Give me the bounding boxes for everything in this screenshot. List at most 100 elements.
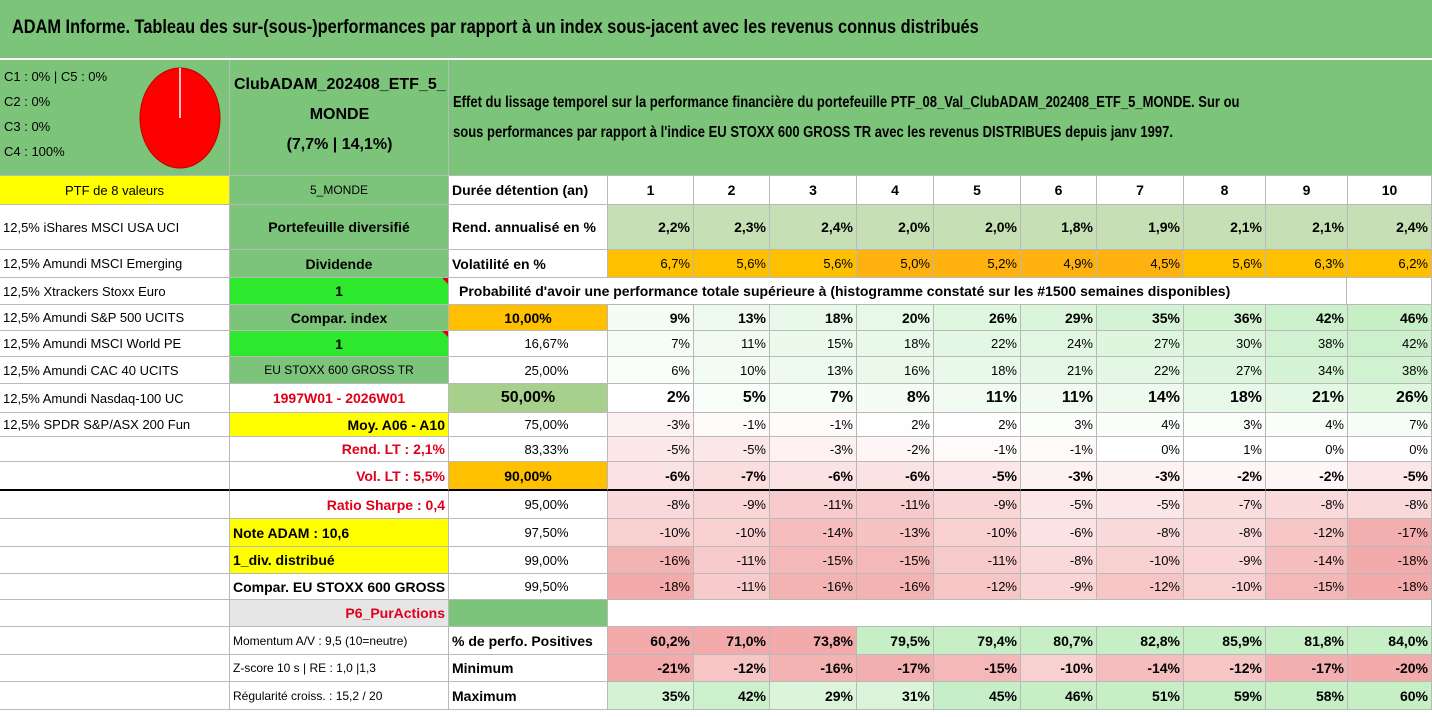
- quantile-value: 2%: [608, 384, 694, 413]
- quantile-value: 18%: [857, 331, 934, 357]
- info-cell: Moy. A06 - A10: [230, 413, 449, 437]
- quantile-value: -5%: [694, 437, 770, 462]
- stat-value: 60%: [1348, 682, 1432, 710]
- quantile-value: -7%: [694, 462, 770, 491]
- legend-line: C2 : 0%: [4, 94, 51, 109]
- quantile-value: -16%: [770, 574, 857, 600]
- quantile-value: 7%: [608, 331, 694, 357]
- quantile-label: 16,67%: [449, 331, 608, 357]
- quantile-value: -11%: [770, 491, 857, 519]
- quantile-value: -15%: [770, 547, 857, 574]
- holding-row: 12,5% Amundi S&P 500 UCITS: [0, 305, 230, 331]
- stat-value: 31%: [857, 682, 934, 710]
- quantile-value: 8%: [857, 384, 934, 413]
- quantile-value: -3%: [1021, 462, 1097, 491]
- quantile-value: -5%: [608, 437, 694, 462]
- stat-value: -12%: [694, 655, 770, 682]
- quantile-value: -9%: [694, 491, 770, 519]
- quantile-value: 0%: [1266, 437, 1348, 462]
- stat-value: 45%: [934, 682, 1021, 710]
- quantile-value: -18%: [1348, 547, 1432, 574]
- portfolio-name-line: MONDE: [309, 106, 370, 123]
- quantile-value: 2%: [857, 413, 934, 437]
- quantile-value: -8%: [1348, 491, 1432, 519]
- quantile-value: 26%: [1348, 384, 1432, 413]
- quantile-value: -6%: [1021, 519, 1097, 547]
- empty-cell: [0, 437, 230, 462]
- rend-value: 2,1%: [1184, 205, 1266, 250]
- stat-value: 82,8%: [1097, 627, 1184, 655]
- stat-value: 51%: [1097, 682, 1184, 710]
- portfolio-name-line: (7,7% | 14,1%): [286, 136, 393, 153]
- quantile-value: -10%: [1184, 574, 1266, 600]
- stat-value: -17%: [1266, 655, 1348, 682]
- info-cell: Régularité croiss. : 15,2 / 20: [230, 682, 449, 710]
- quantile-value: -1%: [1021, 437, 1097, 462]
- quantile-label: 25,00%: [449, 357, 608, 384]
- quantile-value: 34%: [1266, 357, 1348, 384]
- quantile-value: -2%: [1184, 462, 1266, 491]
- quantile-value: -10%: [694, 519, 770, 547]
- empty-cell: [0, 547, 230, 574]
- quantile-label: 10,00%: [449, 305, 608, 331]
- quantile-value: 21%: [1266, 384, 1348, 413]
- quantile-value: -5%: [934, 462, 1021, 491]
- quantile-value: 42%: [1266, 305, 1348, 331]
- holding-row: 12,5% Amundi CAC 40 UCITS: [0, 357, 230, 384]
- quantile-value: -12%: [1266, 519, 1348, 547]
- quantile-value: 18%: [934, 357, 1021, 384]
- quantile-value: 11%: [694, 331, 770, 357]
- info-cell: Note ADAM : 10,6: [230, 519, 449, 547]
- info-cell: Dividende: [230, 250, 449, 278]
- holding-duration-label: Durée détention (an): [449, 176, 608, 205]
- vol-value: 6,2%: [1348, 250, 1432, 278]
- stat-value: 35%: [608, 682, 694, 710]
- info-cell: P6_PurActions: [230, 600, 449, 627]
- rend-value: 1,8%: [1021, 205, 1097, 250]
- vol-value: 5,6%: [770, 250, 857, 278]
- stat-value: -14%: [1097, 655, 1184, 682]
- quantile-value: -2%: [857, 437, 934, 462]
- stat-value: 81,8%: [1266, 627, 1348, 655]
- quantile-value: 18%: [1184, 384, 1266, 413]
- vol-value: 5,6%: [1184, 250, 1266, 278]
- stat-value: 59%: [1184, 682, 1266, 710]
- rend-value: 2,4%: [770, 205, 857, 250]
- quantile-value: -8%: [1184, 519, 1266, 547]
- stat-value: 79,4%: [934, 627, 1021, 655]
- quantile-value: -8%: [1021, 547, 1097, 574]
- p6-color-block: [449, 600, 608, 627]
- legend-line: C1 : 0% | C5 : 0%: [4, 69, 108, 84]
- year-header: 5: [934, 176, 1021, 205]
- quantile-value: 11%: [934, 384, 1021, 413]
- empty-cell: [0, 519, 230, 547]
- info-cell: Vol. LT : 5,5%: [230, 462, 449, 491]
- probability-caption: Probabilité d'avoir une performance tota…: [449, 278, 1347, 305]
- stat-value: 46%: [1021, 682, 1097, 710]
- quantile-value: -12%: [934, 574, 1021, 600]
- info-cell: 5_MONDE: [230, 176, 449, 205]
- quantile-value: 11%: [1021, 384, 1097, 413]
- quantile-value: -9%: [934, 491, 1021, 519]
- stat-value: 60,2%: [608, 627, 694, 655]
- stat-label: Minimum: [449, 655, 608, 682]
- quantile-value: -5%: [1348, 462, 1432, 491]
- quantile-value: 9%: [608, 305, 694, 331]
- quantile-value: -10%: [608, 519, 694, 547]
- stat-value: -15%: [934, 655, 1021, 682]
- quantile-value: 5%: [694, 384, 770, 413]
- quantile-value: -18%: [608, 574, 694, 600]
- quantile-value: -10%: [1097, 547, 1184, 574]
- vol-value: 5,0%: [857, 250, 934, 278]
- info-cell: 1: [230, 331, 449, 357]
- quantile-label: 90,00%: [449, 462, 608, 491]
- quantile-value: 22%: [1097, 357, 1184, 384]
- quantile-value: 26%: [934, 305, 1021, 331]
- quantile-value: 27%: [1097, 331, 1184, 357]
- rend-label: Rend. annualisé en %: [449, 205, 608, 250]
- portfolio-name-block: ClubADAM_202408_ETF_5_ MONDE (7,7% | 14,1%…: [230, 60, 449, 176]
- quantile-value: -8%: [1266, 491, 1348, 519]
- ptf-header: PTF de 8 valeurs: [0, 176, 230, 205]
- stat-value: -20%: [1348, 655, 1432, 682]
- quantile-value: 38%: [1266, 331, 1348, 357]
